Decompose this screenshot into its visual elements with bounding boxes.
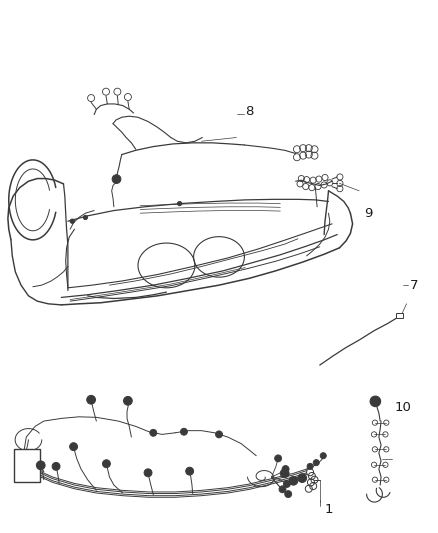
Circle shape [283,480,290,488]
Text: 8: 8 [245,106,254,118]
Circle shape [177,201,182,206]
Text: 7: 7 [410,279,418,292]
Circle shape [298,474,307,482]
Circle shape [279,486,286,493]
Circle shape [313,459,319,466]
Circle shape [150,429,157,437]
Text: 10: 10 [394,401,411,414]
Circle shape [320,453,326,459]
Circle shape [144,469,152,477]
Circle shape [370,396,381,407]
Circle shape [280,469,289,478]
Bar [396,313,403,318]
Circle shape [70,219,74,223]
Circle shape [83,215,88,220]
Circle shape [102,460,110,467]
Text: 9: 9 [364,207,373,220]
Circle shape [70,443,78,450]
Text: 1: 1 [324,503,332,515]
Circle shape [289,477,298,485]
Circle shape [124,397,132,405]
Circle shape [87,395,95,404]
Circle shape [36,461,45,470]
Circle shape [186,467,194,475]
Circle shape [307,463,313,470]
Circle shape [282,465,289,473]
FancyBboxPatch shape [14,449,40,482]
Circle shape [180,428,187,435]
Circle shape [275,455,282,462]
Circle shape [285,490,292,498]
Circle shape [52,463,60,470]
Circle shape [215,431,223,438]
Circle shape [112,175,121,183]
